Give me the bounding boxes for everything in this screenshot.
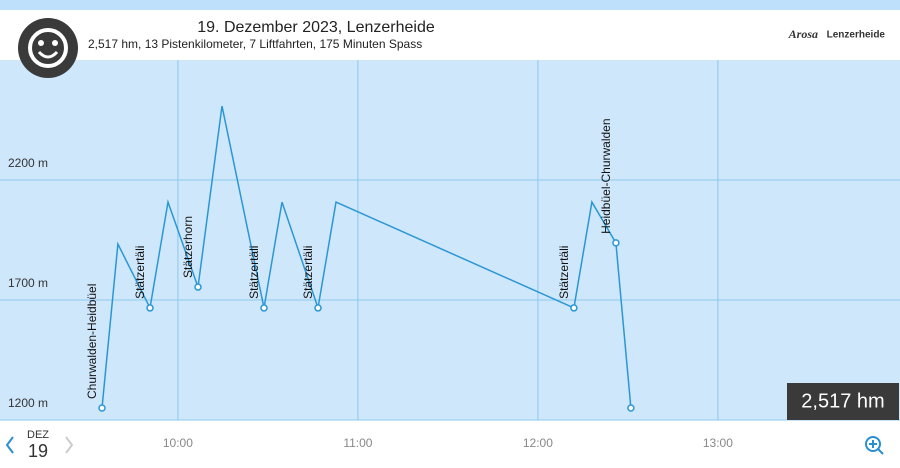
lift-point [146, 304, 154, 312]
month: DEZ [27, 429, 49, 441]
next-day[interactable] [65, 436, 74, 454]
badge-bg [787, 383, 899, 420]
lift-label: Churwalden-Heidbüel [85, 284, 99, 399]
lift-label: Stätzertäli [133, 246, 147, 299]
title: 19. Dezember 2023, Lenzerheide [197, 19, 435, 36]
smiley-eye [38, 40, 44, 46]
lift-label: Stätzertäli [301, 246, 315, 299]
lift-point [194, 283, 202, 291]
lift-point [612, 239, 620, 247]
lift-point [98, 404, 106, 412]
lift-label: Heidbüel-Churwalden [599, 118, 613, 233]
logo-left: Arosa [788, 27, 818, 41]
y-tick-label: 1200 m [8, 396, 48, 410]
day: 19 [28, 441, 48, 461]
x-tick-label: 12:00 [523, 436, 553, 450]
y-tick-label: 1700 m [8, 276, 48, 290]
zoom-button[interactable] [865, 436, 881, 452]
prev-day[interactable] [5, 436, 14, 454]
lift-label: Stätzerhorn [181, 216, 195, 278]
elevation-line [101, 105, 632, 409]
plot-area [0, 60, 900, 420]
subtitle: 2,517 hm, 13 Pistenkilometer, 7 Liftfahr… [88, 37, 422, 51]
smiley-mouth [37, 50, 59, 59]
smiley-eye [52, 40, 58, 46]
x-tick-label: 13:00 [703, 436, 733, 450]
logo-right: Lenzerheide [827, 30, 886, 41]
lift-point [570, 304, 578, 312]
x-tick-label: 10:00 [163, 436, 193, 450]
lift-point [314, 304, 322, 312]
lift-label: Stätzertäli [557, 246, 571, 299]
smiley-face [28, 28, 68, 68]
zoom-icon [869, 440, 884, 455]
avatar[interactable] [18, 18, 78, 78]
lift-point [260, 304, 268, 312]
top-band [0, 0, 900, 10]
lift-point [627, 404, 635, 412]
x-tick-label: 11:00 [343, 436, 372, 450]
badge: 2,517 hm [801, 390, 884, 412]
lift-label: Stätzertäli [247, 246, 261, 299]
y-tick-label: 2200 m [8, 156, 48, 170]
